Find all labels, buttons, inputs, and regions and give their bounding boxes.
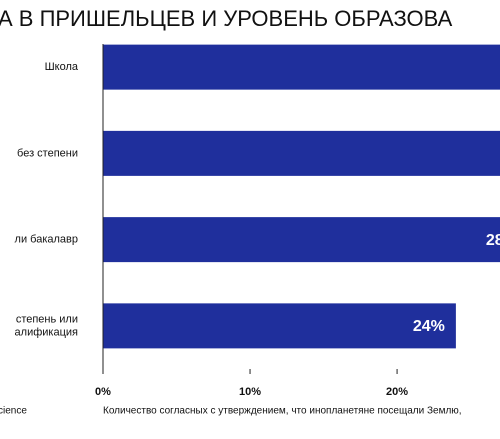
y-tick-label: степень или алификация: [15, 313, 78, 338]
y-tick-label: без степени: [17, 147, 78, 159]
bar: [103, 44, 500, 90]
x-axis-label: Количество согласных с утверждением, что…: [103, 406, 462, 417]
y-tick-label-line: степень или: [16, 313, 78, 325]
y-tick-label: ли бакалавр: [15, 234, 78, 246]
chart-title: А В ПРИШЕЛЬЦЕВ И УРОВЕНЬ ОБРАЗОВА: [0, 6, 453, 31]
value-label: 28: [486, 232, 500, 249]
y-tick-label: Школа: [45, 61, 79, 73]
source: cience: [0, 406, 27, 417]
y-tick-label-line: алификация: [15, 326, 78, 338]
x-tick-label: 0%: [95, 386, 111, 398]
x-tick-label: 20%: [386, 386, 408, 398]
bar: [103, 217, 500, 263]
x-tick-label: 10%: [239, 386, 261, 398]
bar: [103, 303, 456, 349]
value-label: 24%: [413, 318, 445, 335]
bar: [103, 130, 500, 176]
